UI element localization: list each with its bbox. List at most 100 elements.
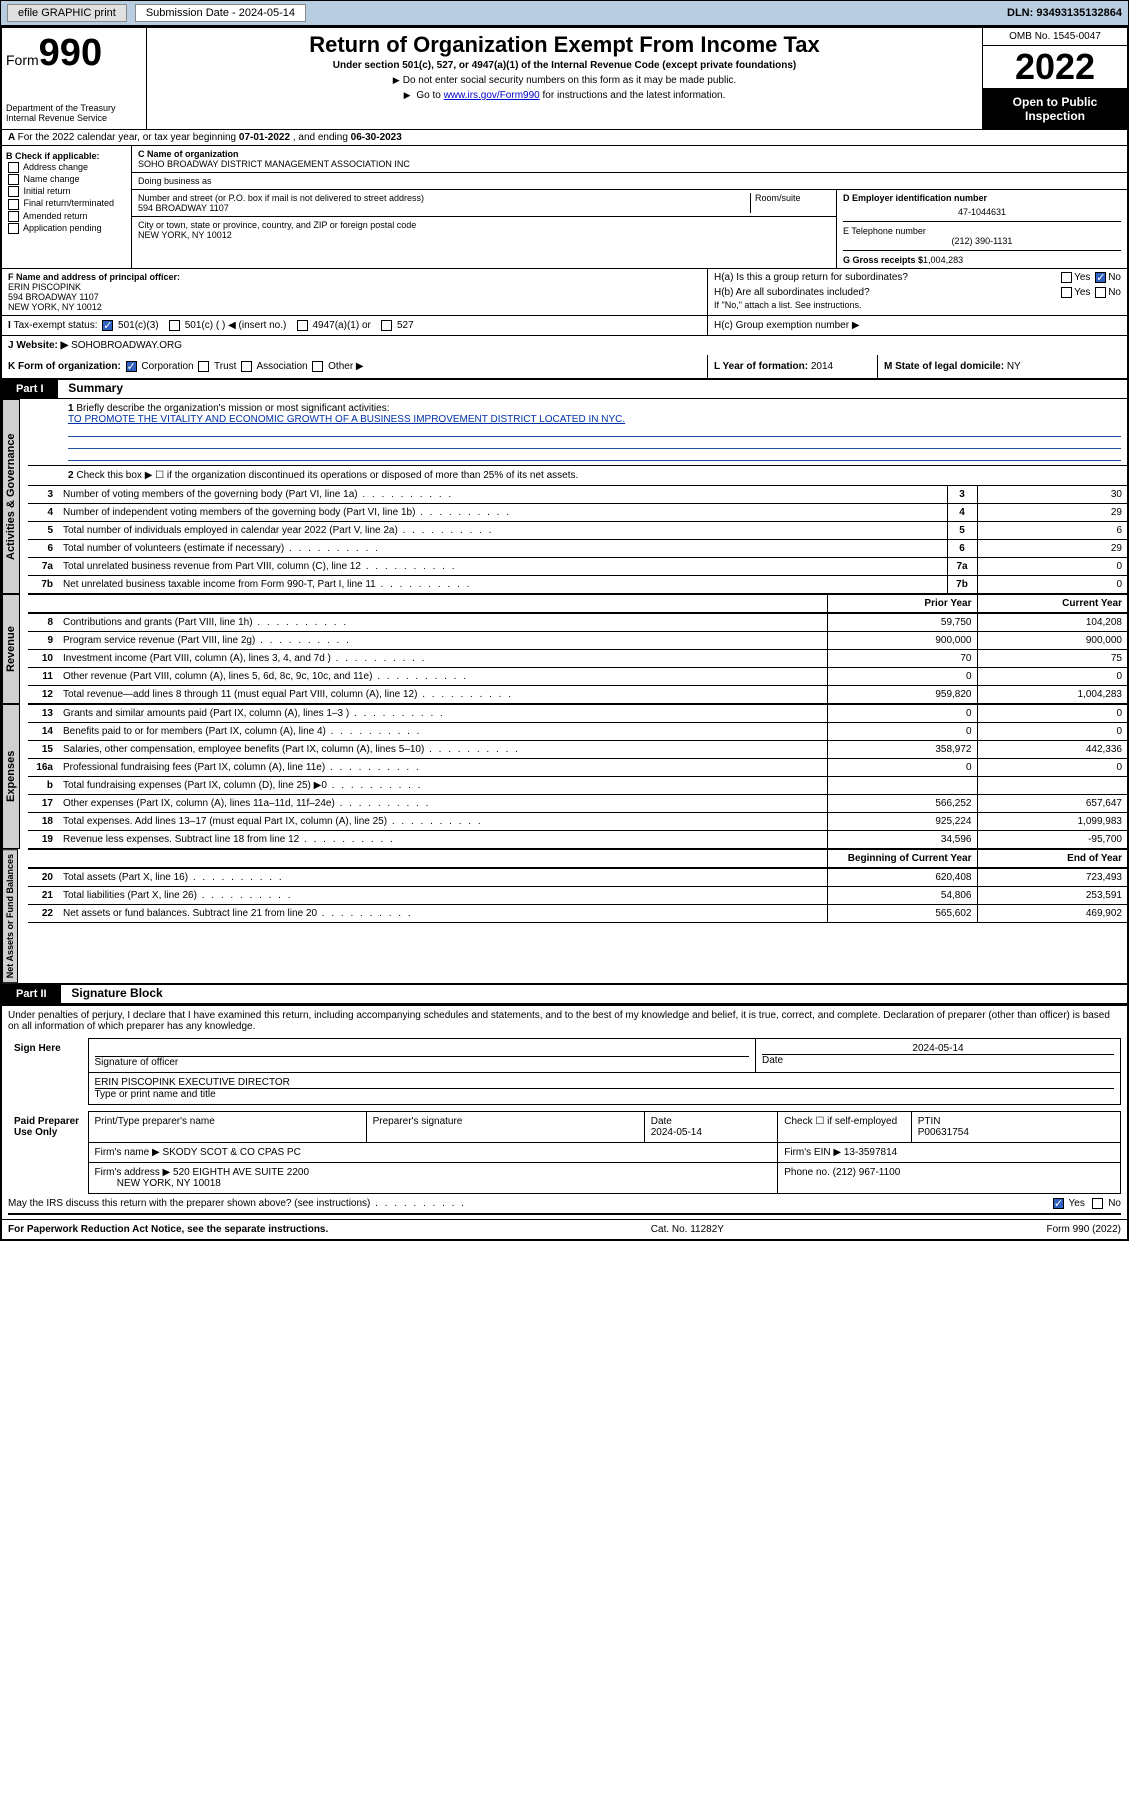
cb-527[interactable]: [381, 320, 392, 331]
sign-date: 2024-05-14: [762, 1043, 1114, 1054]
name-title-label: Type or print name and title: [95, 1089, 216, 1100]
ha-no[interactable]: [1095, 272, 1106, 283]
line-text: Total unrelated business revenue from Pa…: [58, 558, 947, 576]
hc-label: H(c) Group exemption number ▶: [707, 316, 1127, 335]
prior-val: 565,602: [827, 905, 977, 923]
prior-val: 0: [827, 705, 977, 723]
curr-val: 0: [977, 759, 1127, 777]
line-num: 15: [28, 741, 58, 759]
form-number: 990: [39, 32, 102, 74]
discuss-yes[interactable]: [1053, 1198, 1064, 1209]
ha-label: H(a) Is this a group return for subordin…: [714, 272, 908, 283]
line-text: Net assets or fund balances. Subtract li…: [58, 905, 827, 923]
ha-yes[interactable]: [1061, 272, 1072, 283]
line-num: 17: [28, 795, 58, 813]
line-box: 6: [947, 540, 977, 558]
line-num: 10: [28, 650, 58, 668]
checkbox-address-change[interactable]: [8, 162, 19, 173]
prior-val: 620,408: [827, 869, 977, 887]
firm-phone: (212) 967-1100: [833, 1167, 901, 1178]
line-box: 4: [947, 504, 977, 522]
governance-tab: Activities & Governance: [2, 399, 20, 594]
officer-addr1: 594 BROADWAY 1107: [8, 292, 99, 302]
line-val: 6: [977, 522, 1127, 540]
hb-no[interactable]: [1095, 287, 1106, 298]
form-ref: Form 990 (2022): [1047, 1224, 1121, 1235]
line-text: Other expenses (Part IX, column (A), lin…: [58, 795, 827, 813]
prior-val: 70: [827, 650, 977, 668]
prior-val: 566,252: [827, 795, 977, 813]
efile-print-button[interactable]: efile GRAPHIC print: [7, 4, 127, 22]
line-num: 14: [28, 723, 58, 741]
line-num: 5: [28, 522, 58, 540]
line-val: 30: [977, 486, 1127, 504]
cb-other[interactable]: [312, 361, 323, 372]
checkbox-app-pending[interactable]: [8, 223, 19, 234]
line-text: Total revenue—add lines 8 through 11 (mu…: [58, 686, 827, 704]
line-num: 7a: [28, 558, 58, 576]
checkbox-final-return[interactable]: [8, 199, 19, 210]
cb-501c[interactable]: [169, 320, 180, 331]
gross-value: 1,004,283: [923, 255, 963, 265]
irs-link[interactable]: www.irs.gov/Form990: [444, 90, 540, 101]
col-b-checkboxes: B Check if applicable: Address change Na…: [2, 146, 132, 268]
line-num: 4: [28, 504, 58, 522]
website-label: Website: ▶: [16, 340, 68, 351]
prior-val: 34,596: [827, 831, 977, 849]
net-assets-tab: Net Assets or Fund Balances: [2, 849, 18, 983]
cb-assoc[interactable]: [241, 361, 252, 372]
checkbox-amended[interactable]: [8, 211, 19, 222]
prep-date: 2024-05-14: [651, 1127, 702, 1138]
line-text: Total number of individuals employed in …: [58, 522, 947, 540]
line-text: Professional fundraising fees (Part IX, …: [58, 759, 827, 777]
cb-corp[interactable]: [126, 361, 137, 372]
checkbox-initial-return[interactable]: [8, 186, 19, 197]
addr-value: 594 BROADWAY 1107: [138, 203, 229, 213]
expenses-tab: Expenses: [2, 704, 20, 849]
line-box: 7a: [947, 558, 977, 576]
form-subtitle-1: Under section 501(c), 527, or 4947(a)(1)…: [151, 60, 978, 71]
curr-val: 1,099,983: [977, 813, 1127, 831]
line-num: 11: [28, 668, 58, 686]
line-val: 29: [977, 540, 1127, 558]
cb-trust[interactable]: [198, 361, 209, 372]
cb-4947[interactable]: [297, 320, 308, 331]
line-num: 19: [28, 831, 58, 849]
line-text: Program service revenue (Part VIII, line…: [58, 632, 827, 650]
line-val: 29: [977, 504, 1127, 522]
form-header: Form990 Department of the Treasury Inter…: [2, 28, 1127, 130]
name-label: C Name of organization: [138, 149, 239, 159]
checkbox-name-change[interactable]: [8, 174, 19, 185]
line-text: Total fundraising expenses (Part IX, col…: [58, 777, 827, 795]
dept-label: Department of the Treasury: [6, 103, 142, 113]
cb-501c3[interactable]: [102, 320, 113, 331]
line-num: 18: [28, 813, 58, 831]
row-a: A For the 2022 calendar year, or tax yea…: [2, 130, 1127, 146]
inspection-badge: Open to Public Inspection: [983, 89, 1127, 129]
line-box: 3: [947, 486, 977, 504]
line-text: Revenue less expenses. Subtract line 18 …: [58, 831, 827, 849]
line-num: 3: [28, 486, 58, 504]
submission-date: Submission Date - 2024-05-14: [135, 4, 306, 22]
curr-val: 1,004,283: [977, 686, 1127, 704]
irs-label: Internal Revenue Service: [6, 113, 142, 123]
city-value: NEW YORK, NY 10012: [138, 230, 232, 240]
hb-yes[interactable]: [1061, 287, 1072, 298]
form-subtitle-3: Go to www.irs.gov/Form990 for instructio…: [151, 90, 978, 101]
prior-val: 900,000: [827, 632, 977, 650]
top-toolbar: efile GRAPHIC print Submission Date - 20…: [0, 0, 1129, 26]
discuss-no[interactable]: [1092, 1198, 1103, 1209]
curr-val: 442,336: [977, 741, 1127, 759]
prior-val: 358,972: [827, 741, 977, 759]
officer-addr2: NEW YORK, NY 10012: [8, 302, 102, 312]
line-num: 12: [28, 686, 58, 704]
omb-number: OMB No. 1545-0047: [983, 28, 1127, 46]
website-value: SOHOBROADWAY.ORG: [71, 340, 182, 351]
curr-val: 657,647: [977, 795, 1127, 813]
revenue-tab: Revenue: [2, 594, 20, 704]
line-num: 6: [28, 540, 58, 558]
part2-title: Signature Block: [63, 986, 162, 1000]
curr-val: 0: [977, 723, 1127, 741]
curr-val: 75: [977, 650, 1127, 668]
line-num: 7b: [28, 576, 58, 594]
